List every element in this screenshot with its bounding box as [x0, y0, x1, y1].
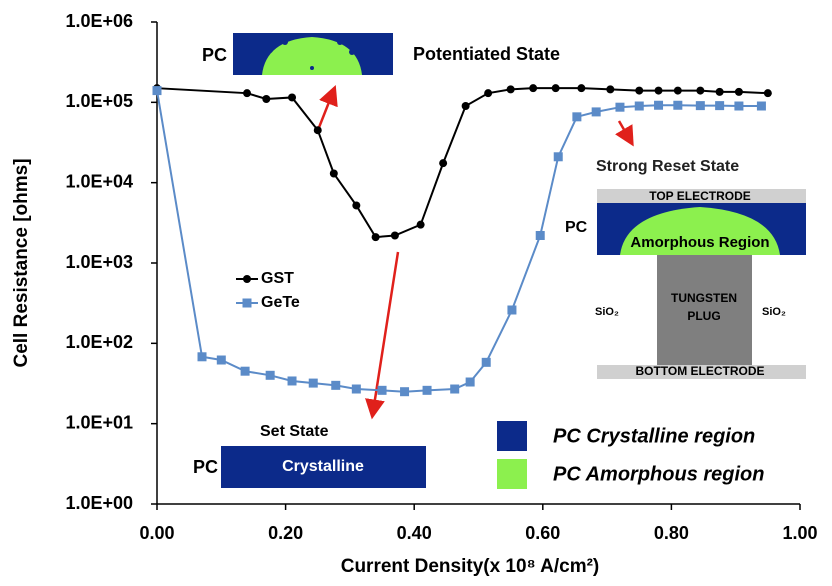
- y-tick-label: 1.0E+02: [65, 332, 133, 352]
- arrow: [365, 251, 400, 420]
- annotation: Amorphous Region: [630, 234, 769, 251]
- annotation: Strong Reset State: [596, 158, 739, 175]
- series-line: [156, 90, 762, 393]
- data-point: [390, 231, 399, 240]
- data-point: [635, 86, 644, 95]
- data-point: [551, 84, 560, 93]
- data-point: [461, 102, 470, 111]
- data-point: [422, 385, 432, 395]
- key-swatch: [497, 421, 527, 451]
- x-tick-label: 0.60: [525, 523, 560, 543]
- data-point: [313, 126, 322, 135]
- data-point: [606, 85, 615, 94]
- data-point: [673, 100, 683, 110]
- data-point: [535, 230, 545, 240]
- data-point: [416, 220, 425, 229]
- data-point: [243, 89, 252, 98]
- legend-label: GST: [261, 270, 294, 287]
- data-point: [756, 101, 766, 111]
- data-point: [216, 355, 226, 365]
- data-point: [265, 370, 275, 380]
- annotation: PC: [193, 457, 218, 477]
- data-point: [371, 233, 380, 242]
- cell-diagram: [597, 189, 806, 379]
- annotation: TUNGSTEN: [671, 291, 737, 305]
- data-point: [553, 152, 563, 162]
- arrow: [615, 120, 634, 147]
- annotation: SiO₂: [595, 306, 619, 318]
- annotation: Crystalline: [282, 458, 364, 475]
- annotation: Set State: [260, 423, 329, 440]
- data-point: [734, 87, 743, 96]
- data-point: [450, 384, 460, 394]
- y-axis-label: Cell Resistance [ohms]: [11, 158, 32, 367]
- key-swatch: [497, 459, 527, 489]
- set-state-box: [221, 446, 426, 488]
- data-point: [439, 159, 448, 168]
- legend-label: GeTe: [261, 294, 300, 311]
- data-point: [481, 357, 491, 367]
- data-point: [331, 380, 341, 390]
- legend-marker: [243, 275, 251, 283]
- data-point: [577, 84, 586, 93]
- data-point: [240, 366, 250, 376]
- data-point: [484, 89, 493, 98]
- y-tick-label: 1.0E+06: [65, 11, 133, 31]
- data-point: [197, 352, 207, 362]
- data-point: [507, 305, 517, 315]
- y-tick-label: 1.0E+03: [65, 252, 133, 272]
- annotation: TOP ELECTRODE: [649, 189, 751, 203]
- data-point: [465, 377, 475, 387]
- data-point: [615, 102, 625, 112]
- data-point: [654, 100, 664, 110]
- data-point: [673, 86, 682, 95]
- data-point: [400, 387, 410, 397]
- annotation: SiO₂: [762, 306, 786, 318]
- annotation: PC: [565, 219, 588, 236]
- data-point: [308, 378, 318, 388]
- data-point: [572, 112, 582, 122]
- data-point: [287, 376, 297, 386]
- arrow: [316, 85, 338, 131]
- data-point: [152, 86, 162, 96]
- annotation: Potentiated State: [413, 44, 560, 64]
- annotation: PC Amorphous region: [553, 463, 764, 485]
- data-point: [715, 87, 724, 96]
- y-tick-label: 1.0E+00: [65, 493, 133, 513]
- annotation: PLUG: [687, 309, 720, 323]
- data-point: [377, 385, 387, 395]
- data-point: [262, 95, 271, 104]
- data-point: [352, 201, 361, 210]
- x-tick-label: 0.00: [139, 523, 174, 543]
- data-point: [734, 101, 744, 111]
- legend-marker: [242, 298, 252, 308]
- data-point: [695, 101, 705, 111]
- x-axis-label: Current Density(x 10⁸ A/cm²): [341, 556, 600, 577]
- x-tick-label: 0.40: [397, 523, 432, 543]
- annotation: PC Crystalline region: [553, 425, 755, 447]
- data-point: [634, 101, 644, 111]
- x-tick-label: 0.80: [654, 523, 689, 543]
- x-tick-label: 0.20: [268, 523, 303, 543]
- y-tick-label: 1.0E+04: [65, 171, 133, 191]
- annotation: PC: [202, 45, 227, 65]
- potentiated-diagram: [233, 33, 393, 75]
- data-point: [329, 169, 338, 178]
- data-point: [529, 84, 538, 93]
- y-tick-label: 1.0E+01: [65, 412, 133, 432]
- data-point: [696, 86, 705, 95]
- data-point: [351, 384, 361, 394]
- data-point: [715, 101, 725, 111]
- data-point: [591, 107, 601, 117]
- data-point: [654, 86, 663, 95]
- data-point: [288, 93, 297, 102]
- x-tick-label: 1.00: [782, 523, 817, 543]
- data-point: [763, 89, 772, 98]
- annotation: BOTTOM ELECTRODE: [635, 364, 764, 378]
- data-point: [506, 85, 515, 94]
- y-tick-label: 1.0E+05: [65, 91, 133, 111]
